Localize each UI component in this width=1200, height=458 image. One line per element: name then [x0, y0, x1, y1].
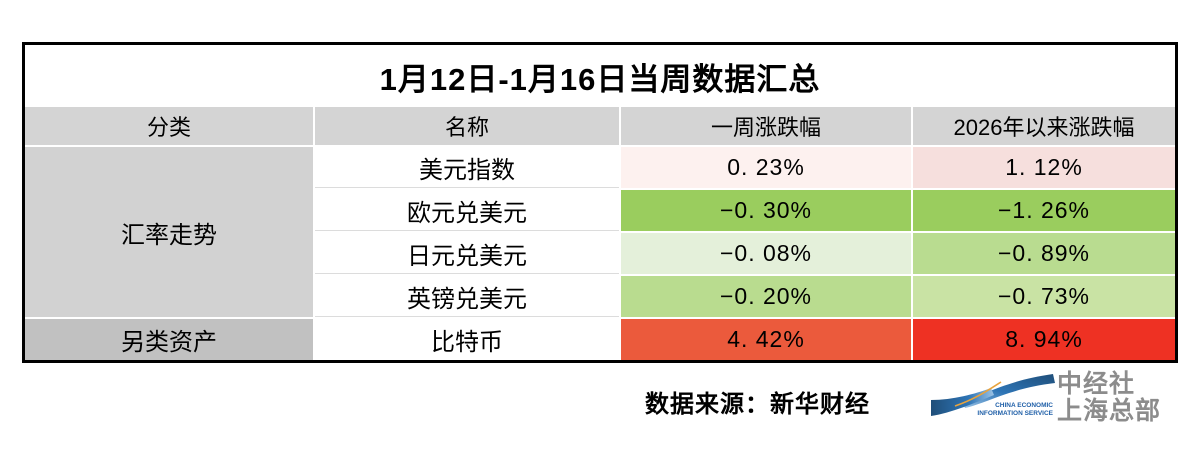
weekly-data-table: 1月12日-1月16日当周数据汇总 分类 名称 一周涨跌幅 2026年以来涨跌幅… [22, 42, 1178, 363]
ceis-caption-line1: CHINA ECONOMIC [995, 402, 1053, 409]
row-week-gbpusd: −0. 20% [621, 276, 911, 317]
ceis-org-line1: 中经社 [1057, 370, 1136, 398]
row-week-usd-index: 0. 23% [621, 147, 911, 188]
ceis-caption-line2: INFORMATION SERVICE [977, 410, 1053, 417]
ceis-swoosh-icon: CHINA ECONOMIC INFORMATION SERVICE [931, 374, 1055, 417]
data-source-label: 数据来源：新华财经 [645, 391, 870, 418]
header-week-change: 一周涨跌幅 [621, 107, 911, 145]
row-name-gbpusd: 英镑兑美元 [315, 276, 619, 317]
header-ytd-change: 2026年以来涨跌幅 [913, 107, 1175, 145]
row-ytd-gbpusd: −0. 73% [913, 276, 1175, 317]
category-cell-alt: 另类资产 [25, 319, 313, 360]
row-ytd-eurusd: −1. 26% [913, 190, 1175, 231]
header-name: 名称 [315, 107, 619, 145]
header-category: 分类 [25, 107, 313, 145]
row-week-eurusd: −0. 30% [621, 190, 911, 231]
row-week-jpyusd: −0. 08% [621, 233, 911, 274]
category-cell-fx: 汇率走势 [25, 147, 313, 317]
ceis-org-name: 中经社 上海总部 [1057, 371, 1161, 425]
table-title: 1月12日-1月16日当周数据汇总 [25, 45, 1175, 107]
row-name-bitcoin: 比特币 [315, 319, 619, 360]
row-name-eurusd: 欧元兑美元 [315, 190, 619, 231]
row-ytd-usd-index: 1. 12% [913, 147, 1175, 188]
row-ytd-bitcoin: 8. 94% [913, 319, 1175, 360]
row-week-bitcoin: 4. 42% [621, 319, 911, 360]
row-name-jpyusd: 日元兑美元 [315, 233, 619, 274]
row-name-usd-index: 美元指数 [315, 147, 619, 188]
row-ytd-jpyusd: −0. 89% [913, 233, 1175, 274]
table-grid: 分类 名称 一周涨跌幅 2026年以来涨跌幅 汇率走势 另类资产 美元指数 0.… [25, 107, 1175, 360]
ceis-logo: CHINA ECONOMIC INFORMATION SERVICE 中经社 上… [931, 371, 1181, 427]
ceis-org-line2: 上海总部 [1057, 397, 1162, 425]
